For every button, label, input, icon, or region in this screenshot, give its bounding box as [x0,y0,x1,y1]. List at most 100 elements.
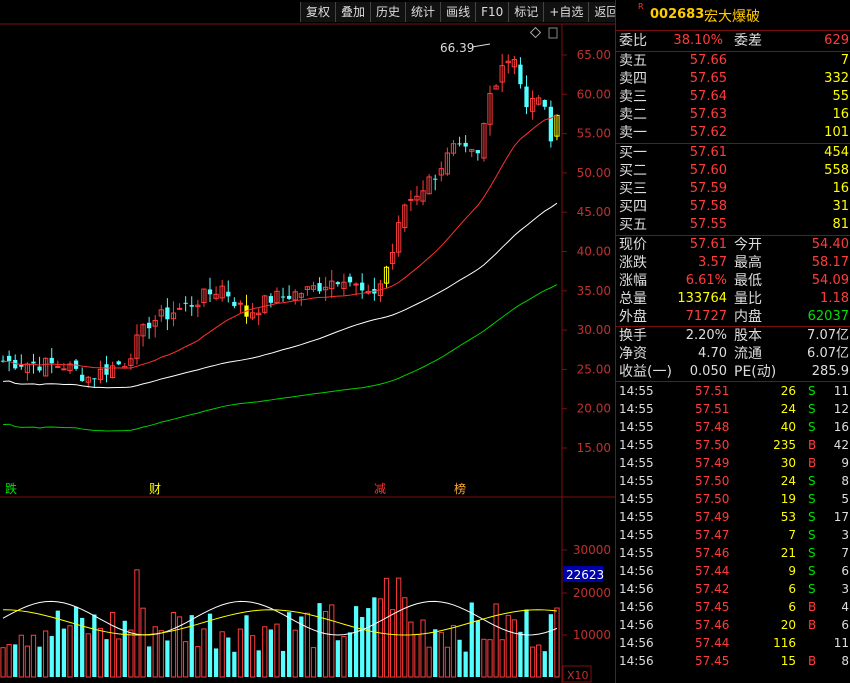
volume-bar [536,644,542,678]
weicha-value: 629 [824,33,849,48]
bid-row[interactable]: 买三 57.59 16 [616,180,850,198]
bid-volume: 81 [832,217,849,232]
volume-bar [366,608,371,677]
toolbar-button-6[interactable]: 标记 [508,2,544,22]
tick-side: B [808,600,817,614]
chart-expand-icon [548,27,558,39]
toolbar-button-5[interactable]: F10 [475,2,509,22]
volume-bar [542,651,547,677]
candle-body [109,365,116,379]
volume-bar [73,606,79,677]
tick-price: 57.49 [695,456,730,470]
fund-value: 0.050 [689,364,727,379]
candle-body [329,280,335,290]
volume-ma5 [2,600,558,636]
tick-list[interactable]: 14:55 57.51 26 S 11 14:55 57.51 24 S 12 14:55 57.48… [616,382,850,670]
price-axis-label: 25.00 [577,362,611,376]
tick-count: 12 [833,402,849,416]
candle-body [97,368,104,380]
candle-body [542,100,547,107]
candle-body [317,283,322,292]
tick-row: 14:56 57.44 116 11 [616,634,850,652]
fund-label: 收益(一) [619,364,672,380]
tick-side: B [808,438,817,452]
toolbar-button-8[interactable]: 返回 [588,2,624,22]
volume-current-box [563,566,603,582]
toolbar-button-3[interactable]: 统计 [405,2,441,22]
tick-row: 14:55 57.51 24 S 12 [616,400,850,418]
candle-body [37,366,42,371]
toolbar-button-2[interactable]: 历史 [370,2,406,22]
ask-row[interactable]: 卖五 57.66 7 [616,52,850,70]
volume-bar [158,630,164,678]
ask-label: 卖五 [619,53,647,69]
bid-price: 57.60 [689,163,727,178]
ma120-line [3,284,558,432]
candle-body [7,355,12,361]
price-axis-label: 50.00 [577,166,611,180]
quote-value: 1.18 [820,291,849,306]
volume-bar [511,619,517,678]
ask-row[interactable]: 卖四 57.65 332 [616,70,850,88]
tick-count: 3 [841,582,849,596]
tick-time: 14:56 [619,582,654,596]
candle-body [347,276,353,283]
tick-volume: 19 [780,492,796,506]
quote-label: 涨跌 [619,255,647,271]
ask-row[interactable]: 卖三 57.64 55 [616,88,850,106]
volume-bar [408,621,414,678]
tick-count: 16 [833,420,849,434]
volume-bar [128,629,134,678]
volume-bar [226,637,231,677]
quote-row: 现价 57.61 今开 54.40 [616,236,850,254]
fund-row: 换手 2.20% 股本 7.07亿 [616,327,850,345]
tick-time: 14:55 [619,456,654,470]
candle-body [268,296,273,303]
volume-bar [97,627,104,678]
volume-bar [329,604,335,678]
tick-side: S [808,582,816,596]
volume-bar [287,612,292,677]
volume-bar [122,620,127,677]
toolbar-button-7[interactable]: +自选 [543,2,589,22]
candle-body [55,365,61,368]
bid-row[interactable]: 买四 57.58 31 [616,198,850,216]
toolbar-button-0[interactable]: 复权 [300,2,336,22]
volume-bar [147,646,152,677]
volume-bar [55,610,60,677]
rzrq-badge: R [638,2,644,11]
volume-bar [396,577,402,678]
volume-bar [134,569,140,678]
ma60-line [3,202,558,389]
quote-row: 总量 133764 量比 1.18 [616,290,850,308]
quote-value: 54.40 [811,237,849,252]
ask-row[interactable]: 卖二 57.63 16 [616,106,850,124]
volume-bar [176,616,183,678]
ask-row[interactable]: 卖一 57.62 101 [616,124,850,142]
toolbar-button-1[interactable]: 叠加 [335,2,371,22]
bid-row[interactable]: 买二 57.60 558 [616,162,850,180]
volume-bar [389,609,396,678]
quote-value: 133764 [677,291,727,306]
toolbar-button-4[interactable]: 画线 [440,2,476,22]
volume-bar [554,607,560,678]
ask-volume: 101 [824,125,849,140]
bid-label: 买三 [619,181,647,197]
bid-row[interactable]: 买一 57.61 454 [616,144,850,162]
bid-row[interactable]: 买五 57.55 81 [616,216,850,234]
candle-body [49,357,54,364]
tick-count: 11 [833,384,849,398]
tick-side: S [808,564,816,578]
tick-side: S [808,510,816,524]
tick-side: S [808,384,816,398]
volume-bar [249,635,256,678]
volume-bar [140,607,146,678]
volume-bar [195,646,201,678]
kline-chart[interactable]: 65.00 60.00 55.00 50.00 45.00 40.00 35.00 30.00… [0,0,615,683]
volume-bar [92,614,97,677]
volume-bar [353,606,359,677]
volume-axis-label: 30000 [573,543,611,557]
stock-title[interactable]: R 002683 宏大爆破 [616,0,850,31]
volume-unit-box [562,665,592,683]
